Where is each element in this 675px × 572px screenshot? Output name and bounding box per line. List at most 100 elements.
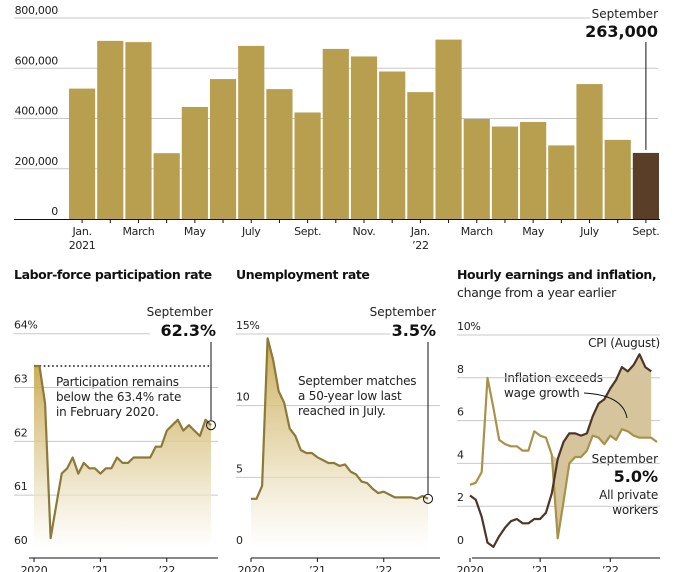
- participation-callout-label: September: [147, 305, 213, 319]
- bar-x-tick-label: March: [122, 225, 154, 238]
- bar-apr-2021: [153, 153, 180, 219]
- bar-apr-2022: [491, 126, 519, 219]
- bar-x-tick-label: Jan.: [71, 225, 91, 238]
- bar-y-tick-label: 0: [51, 205, 58, 218]
- earnings-x-tick-label: ’21: [532, 564, 549, 572]
- bar-callout: September 263,000: [585, 7, 658, 150]
- earnings-y-tick-label: 8: [457, 363, 464, 376]
- bar-aug-2021: [266, 89, 293, 219]
- bar-y-tick-label: 200,000: [15, 155, 59, 168]
- bar-aug-2022: [604, 139, 631, 219]
- earnings-y-tick-label: 2: [457, 491, 464, 504]
- bar-x-tick-label-year: ’22: [412, 239, 429, 252]
- unemployment-annotation-line-1: September matches: [298, 374, 416, 388]
- bar-x-tick-label: March: [461, 225, 493, 238]
- participation-x-tick-label: 2020: [21, 564, 48, 572]
- earnings-y-tick-label: 6: [457, 406, 464, 419]
- unemployment-x-tick-label: ’21: [309, 564, 326, 572]
- participation-y-tick-label: 64%: [14, 319, 38, 332]
- cpi-line: [469, 353, 652, 548]
- earnings-x-tick-label: ’22: [602, 564, 619, 572]
- bar-jan-2022: [407, 92, 434, 219]
- bar-sep-2021: [294, 112, 321, 219]
- unemployment-annotation-line-3: reached in July.: [298, 404, 386, 418]
- unemployment-title: Unemployment rate: [236, 267, 370, 282]
- bar-x-tick-label: Nov.: [353, 225, 376, 238]
- participation-annotation-line-2: below the 63.4% rate: [56, 390, 181, 404]
- bar-y-tick-labels: 0 200,000 400,000 600,000 800,000: [15, 4, 59, 218]
- bar-may-2021: [181, 106, 208, 219]
- earnings-title: Hourly earnings and inflation,: [457, 267, 656, 282]
- bar-mar-2022: [463, 119, 490, 219]
- unemployment-x-tick-label: ’22: [375, 564, 392, 572]
- participation-line: [34, 364, 212, 540]
- unemployment-y-tick-label: 10: [236, 391, 250, 404]
- participation-y-tick-label: 61: [14, 480, 27, 493]
- bar-x-tick-label: May: [184, 225, 207, 238]
- cpi-series-label: CPI (August): [588, 336, 660, 350]
- earnings-annotation-line-2: wage growth: [504, 386, 580, 400]
- bar-callout-value: 263,000: [585, 22, 658, 41]
- participation-latest-marker: [206, 420, 216, 431]
- bar-x-tick-label: Jan.: [410, 225, 430, 238]
- bar-oct-2021: [322, 48, 349, 220]
- bar-x-tick-label: Sept.: [632, 225, 659, 238]
- bar-feb-2022: [435, 39, 462, 219]
- bar-jun-2022: [548, 145, 575, 219]
- bar-x-tick-label-year: 2021: [69, 239, 96, 252]
- unemployment-x-tick-label: 2020: [238, 564, 265, 572]
- bar-jun-2021: [209, 79, 237, 220]
- unemployment-annotation-line-2: a 50-year low last: [298, 389, 402, 403]
- earnings-x-tick-label: 2020: [457, 564, 484, 572]
- participation-annotation-line-3: in February 2020.: [56, 405, 159, 419]
- participation-y-tick-label: 60: [14, 534, 28, 547]
- bar-mar-2021: [125, 42, 152, 220]
- unemployment-y-tick-label: 5: [236, 462, 243, 475]
- participation-x-tick-label: ’21: [92, 564, 109, 572]
- unemployment-y-tick-label: 0: [236, 534, 243, 547]
- bar-y-tick-label: 600,000: [15, 54, 59, 67]
- earnings-annotation-leader: [583, 392, 628, 419]
- bar-y-tick-label: 800,000: [15, 4, 59, 17]
- earnings-y-tick-label: 4: [457, 448, 464, 461]
- unemployment-line: [251, 337, 429, 500]
- wages-line: [469, 376, 658, 540]
- participation-y-tick-label: 63: [14, 373, 28, 386]
- bar-dec-2021: [379, 71, 406, 219]
- participation-annotation-line-1: Participation remains: [56, 375, 179, 389]
- earnings-callout-value: 5.0%: [614, 467, 658, 486]
- unemployment-y-tick-label: 15%: [236, 319, 260, 332]
- unemployment-area: [251, 338, 428, 549]
- bar-x-tick-label: July: [241, 225, 261, 238]
- bar-x-tick-label: July: [579, 225, 599, 238]
- participation-y-tick-label: 62: [14, 426, 27, 439]
- participation-chart: Labor-force participation rate September…: [14, 267, 218, 572]
- earnings-subtitle: change from a year earlier: [457, 285, 617, 300]
- earnings-y-tick-label: 10%: [457, 320, 481, 333]
- participation-x-tick-label: ’22: [158, 564, 175, 572]
- unemployment-chart: Unemployment rate September 3.5% Septemb…: [236, 267, 440, 572]
- bar-y-tick-label: 400,000: [15, 105, 59, 118]
- unemployment-callout-label: September: [370, 305, 436, 319]
- bar-jul-2022: [576, 84, 603, 219]
- participation-callout-value: 62.3%: [160, 321, 216, 340]
- earnings-callout-label: September: [592, 452, 658, 466]
- earnings-callout-sub-2: workers: [612, 503, 658, 517]
- earnings-callout-sub-1: All private: [599, 488, 658, 502]
- bar-series: [69, 39, 659, 220]
- participation-area: [34, 366, 211, 549]
- bar-nov-2021: [350, 56, 378, 219]
- bar-jul-2021: [238, 45, 265, 219]
- bar-callout-label: September: [592, 7, 658, 21]
- bar-x-tick-label: May: [522, 225, 545, 238]
- unemployment-latest-marker: [423, 493, 433, 504]
- participation-title: Labor-force participation rate: [14, 267, 212, 282]
- bar-feb-2021: [97, 40, 124, 219]
- earnings-y-tick-label: 0: [457, 534, 464, 547]
- unemployment-callout-value: 3.5%: [392, 321, 436, 340]
- bar-sep-2022: [632, 152, 659, 219]
- bar-jan-2021: [69, 88, 96, 219]
